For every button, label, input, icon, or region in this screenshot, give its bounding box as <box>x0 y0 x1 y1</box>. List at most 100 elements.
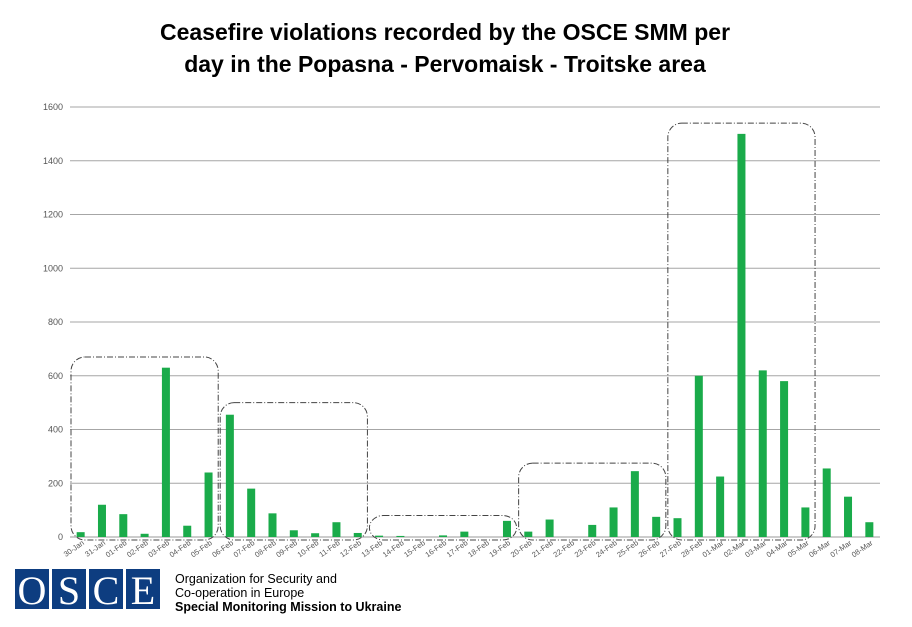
bar-25-Feb <box>630 471 639 537</box>
bar-26-Feb <box>652 516 661 537</box>
x-tick-label: 03-Feb <box>146 538 171 559</box>
bar-14-Feb <box>396 535 405 537</box>
bar-01-Feb <box>119 514 128 537</box>
gridlines <box>70 106 880 538</box>
x-tick-label: 07-Mar <box>829 538 854 559</box>
osce-letter-e: E <box>126 569 160 609</box>
x-tick-label: 04-Feb <box>168 538 193 559</box>
x-tick-label: 20-Feb <box>509 538 534 559</box>
highlight-group-06-Feb <box>219 402 368 541</box>
y-tick-label: 400 <box>48 425 63 435</box>
bar-02-Feb <box>140 533 149 537</box>
org-line-2: Co-operation in Europe <box>175 586 305 600</box>
osce-letter-o: O <box>15 569 49 609</box>
bar-24-Feb <box>609 507 618 537</box>
x-tick-label: 10-Feb <box>296 538 321 559</box>
bar-16-Feb <box>439 535 448 537</box>
x-tick-label: 08-Feb <box>253 538 278 559</box>
organization-name: Organization for Security and Co-operati… <box>175 572 401 614</box>
x-tick-label: 22-Feb <box>551 538 576 559</box>
bar-01-Mar <box>716 476 725 537</box>
x-tick-label: 11-Feb <box>317 538 341 559</box>
y-tick-label: 1400 <box>43 156 63 166</box>
bar-04-Mar <box>780 381 789 537</box>
bar-03-Mar <box>758 370 767 537</box>
highlight-groups <box>70 122 816 541</box>
x-tick-label: 18-Feb <box>466 538 491 559</box>
x-tick-label: 03-Mar <box>743 538 768 559</box>
highlight-group-20-Feb <box>518 462 667 541</box>
osce-logo: O S C E Organization for Security and Co… <box>15 569 435 619</box>
x-tick-label: 13-Feb <box>360 538 385 559</box>
x-axis-ticks: 30-Jan31-Jan01-Feb02-Feb03-Feb04-Feb05-F… <box>62 538 875 559</box>
x-tick-label: 30-Jan <box>62 538 86 559</box>
x-tick-label: 15-Feb <box>402 538 427 559</box>
x-tick-label: 14-Feb <box>381 538 406 559</box>
bar-04-Feb <box>183 525 192 537</box>
osce-letter-c: C <box>89 569 123 609</box>
x-tick-label: 31-Jan <box>83 538 107 559</box>
y-tick-label: 800 <box>48 317 63 327</box>
bar-08-Mar <box>865 522 874 537</box>
bar-05-Feb <box>204 472 213 537</box>
org-line-3: Special Monitoring Mission to Ukraine <box>175 600 402 614</box>
osce-letter-s: S <box>52 569 86 609</box>
x-tick-label: 06-Mar <box>807 538 832 559</box>
bar-21-Feb <box>545 519 554 537</box>
x-tick-label: 07-Feb <box>232 538 257 559</box>
bar-06-Mar <box>822 468 831 537</box>
bar-12-Feb <box>353 532 362 537</box>
x-tick-label: 16-Feb <box>424 538 449 559</box>
bar-10-Feb <box>311 533 320 537</box>
highlight-group-30-Jan <box>70 356 219 541</box>
bar-20-Feb <box>524 531 533 537</box>
x-tick-label: 04-Mar <box>765 538 790 559</box>
chart-title-line-1: Ceasefire violations recorded by the OSC… <box>159 19 731 45</box>
x-tick-label: 02-Feb <box>125 538 150 559</box>
bar-30-Jan <box>76 532 85 537</box>
x-tick-label: 02-Mar <box>722 538 747 559</box>
bars <box>76 133 874 537</box>
bar-07-Feb <box>247 488 256 537</box>
bar-05-Mar <box>801 507 810 537</box>
bar-28-Feb <box>694 375 703 537</box>
x-tick-label: 26-Feb <box>637 538 662 559</box>
bar-09-Feb <box>289 530 298 537</box>
y-tick-label: 1000 <box>43 263 63 273</box>
x-tick-label: 12-Feb <box>338 538 363 559</box>
bar-08-Feb <box>268 513 277 537</box>
x-tick-label: 05-Feb <box>189 538 214 559</box>
bar-23-Feb <box>588 524 597 537</box>
x-tick-label: 27-Feb <box>658 538 683 559</box>
y-tick-label: 200 <box>48 478 63 488</box>
bar-07-Mar <box>844 496 853 537</box>
x-tick-label: 06-Feb <box>210 538 235 559</box>
x-tick-label: 01-Feb <box>104 538 129 559</box>
chart-title: Ceasefire violations recorded by the OSC… <box>60 16 830 80</box>
highlight-group-13-Feb <box>368 515 518 541</box>
x-tick-label: 28-Feb <box>679 538 704 559</box>
x-tick-label: 23-Feb <box>573 538 598 559</box>
y-tick-label: 1200 <box>43 210 63 220</box>
bar-03-Feb <box>161 367 170 537</box>
y-tick-label: 1600 <box>43 102 63 112</box>
y-tick-label: 600 <box>48 371 63 381</box>
x-tick-label: 17-Feb <box>445 538 470 559</box>
bar-13-Feb <box>375 535 384 537</box>
bar-11-Feb <box>332 522 341 537</box>
x-tick-label: 25-Feb <box>615 538 640 559</box>
y-axis-ticks: 0 200 400 600 800 1000 1200 1400 1600 <box>43 102 63 542</box>
bar-31-Jan <box>97 504 106 537</box>
bar-27-Feb <box>673 518 682 537</box>
bar-02-Mar <box>737 133 746 537</box>
x-tick-label: 08-Mar <box>850 538 875 559</box>
x-tick-label: 21-Feb <box>530 538 555 559</box>
x-tick-label: 01-Mar <box>701 538 726 559</box>
y-tick-label: 0 <box>58 532 63 542</box>
x-tick-label: 05-Mar <box>786 538 811 559</box>
chart-title-line-2: day in the Popasna - Pervomaisk - Troits… <box>184 51 706 77</box>
org-line-1: Organization for Security and <box>175 572 337 586</box>
x-tick-label: 24-Feb <box>594 538 619 559</box>
x-tick-label: 19-Feb <box>487 538 512 559</box>
